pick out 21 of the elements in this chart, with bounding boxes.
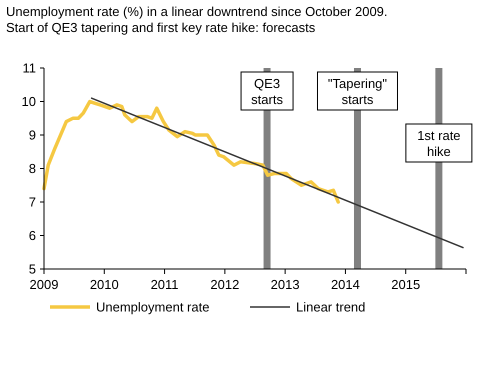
- chart-subtitle: Start of QE3 tapering and first key rate hike: forecasts: [6, 20, 316, 35]
- ref-line-label: "Tapering" starts: [328, 76, 388, 107]
- ref-line-label: QE3 starts: [251, 76, 284, 107]
- y-tick-label: 9: [28, 128, 36, 142]
- chart-title: Unemployment rate (%) in a linear downtrend since October 2009.: [6, 4, 388, 19]
- x-tick-label: 2010: [90, 277, 119, 292]
- legend-label: Unemployment rate: [96, 300, 210, 314]
- x-tick-label: 2013: [270, 277, 300, 292]
- x-tick-label: 2009: [30, 277, 58, 292]
- x-tick-label: 2014: [330, 277, 360, 292]
- x-tick-label: 2015: [391, 277, 420, 292]
- y-tick-label: 7: [28, 194, 36, 210]
- y-tick-label: 6: [28, 228, 36, 243]
- legend-label: Linear trend: [296, 300, 366, 314]
- x-tick-label: 2012: [210, 277, 240, 292]
- ref-line-label: 1st rate hike: [417, 128, 461, 159]
- x-tick-label: 2011: [150, 277, 179, 292]
- y-tick-label: 5: [28, 262, 36, 276]
- y-tick-label: 8: [28, 161, 36, 176]
- y-tick-label: 10: [22, 94, 36, 109]
- y-tick-label: 11: [22, 60, 36, 76]
